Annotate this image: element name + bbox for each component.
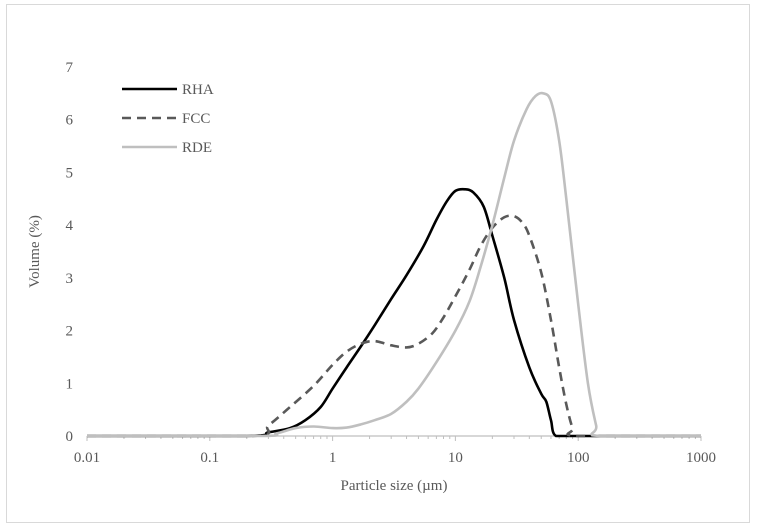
x-tick-label: 0.01 [74, 450, 100, 466]
x-tick-label: 0.1 [200, 450, 219, 466]
x-tick-label: 100 [567, 450, 590, 466]
y-tick-label: 1 [66, 376, 74, 392]
x-tick-label: 1000 [686, 450, 716, 466]
series-line-rde [87, 91, 701, 438]
y-tick-label: 2 [66, 324, 74, 340]
y-tick-label: 4 [66, 218, 74, 234]
y-tick-label: 7 [66, 60, 74, 76]
y-tick-label: 5 [66, 165, 74, 181]
y-tick-label: 3 [66, 271, 74, 287]
legend-label-fcc: FCC [182, 111, 210, 127]
series-line-fcc [87, 214, 701, 438]
series-line-rha [87, 187, 701, 438]
legend-label-rha: RHA [182, 82, 214, 98]
y-axis-title: Volume (%) [27, 215, 43, 288]
legend-label-rde: RDE [182, 140, 212, 156]
particle-size-chart: 0.01 0.1 1 10 100 1000 0 1 2 3 4 5 6 7 Particle size… [27, 60, 716, 494]
x-axis-title: Particle size (µm) [341, 478, 448, 494]
y-tick-label: 6 [66, 113, 74, 129]
x-tick-label: 1 [329, 450, 337, 466]
y-tick-label: 0 [66, 429, 74, 445]
x-tick-label: 10 [448, 450, 463, 466]
chart-frame: 0.01 0.1 1 10 100 1000 0 1 2 3 4 5 6 7 Particle size… [6, 4, 750, 523]
